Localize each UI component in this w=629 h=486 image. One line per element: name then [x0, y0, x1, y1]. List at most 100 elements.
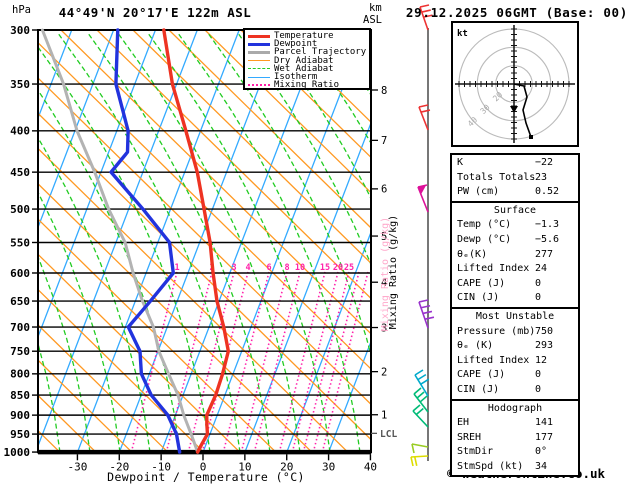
dry-adiabat-line — [168, 30, 371, 229]
table-row: Dewp (°C) −5.6 — [452, 233, 578, 248]
hodograph-trace — [513, 83, 532, 138]
legend-item-label: Isotherm — [274, 71, 318, 82]
wind-barb-stem — [417, 186, 429, 213]
pressure-tick-label: 450 — [10, 166, 30, 179]
legend-item: Mixing Ratio — [248, 81, 369, 90]
indices-table-section: Most Unstable Pressure (mb) 750 θₑ (K) 293 Li… — [450, 306, 580, 401]
table-row: StmDir 0° — [452, 445, 578, 460]
table-row-label: CAPE (J) — [457, 369, 506, 381]
km-tick-label: 8 — [381, 85, 387, 97]
table-row: θₑ (K) 293 — [452, 339, 578, 354]
km-tick-label: 1 — [381, 410, 387, 422]
table-row-value: −22 — [535, 157, 554, 168]
hodograph-trace-end-marker — [529, 135, 533, 139]
km-tick-label: 3 — [381, 322, 387, 334]
mixing-ratio-value-label: 4 — [245, 263, 250, 273]
wet-adiabat-line — [178, 33, 361, 453]
legend-item-label: Dewpoint — [274, 39, 318, 50]
parcel-curve — [40, 28, 200, 454]
temperature-axis-title: Dewpoint / Temperature (°C) — [107, 470, 305, 484]
mixing-ratio-axis-label-echo: Mixing Ratio (g/kg) — [380, 217, 391, 331]
table-row-value: 0 — [535, 383, 542, 395]
wind-barb-stem — [412, 410, 429, 428]
dry-adiabat-line — [38, 77, 371, 406]
legend-item: Isotherm — [248, 71, 369, 82]
dry-adiabat-line — [38, 218, 277, 453]
table-row-value: 0° — [535, 446, 548, 458]
wind-barb — [419, 4, 433, 31]
wind-barb-tick — [423, 14, 433, 18]
mixing-ratio-value-label: 20 — [333, 263, 343, 273]
dry-adiabat-line — [38, 147, 349, 453]
table-row: θₑ(K) 277 — [452, 248, 578, 263]
table-row-value: 177 — [535, 431, 554, 443]
table-row: Pressure (mb) 750 — [452, 325, 578, 340]
wind-barb-stem — [413, 393, 429, 413]
wind-barb-pennant — [418, 185, 427, 195]
table-row-value: 0.52 — [535, 186, 560, 198]
mixing-ratio-value-label: 6 — [266, 263, 271, 273]
wet-adiabat-line — [38, 45, 211, 453]
wind-barb-tick — [415, 407, 424, 416]
table-row-label: K — [457, 157, 464, 168]
table-row: Temp (°C) −1.3 — [452, 218, 578, 233]
table-row-value: 750 — [535, 325, 554, 337]
mixing-ratio-value-label: 10 — [295, 263, 305, 273]
legend-line-sample-solid — [248, 50, 270, 54]
table-row-label: SREH — [457, 431, 482, 443]
indices-table-section: K −22 Totals Totals 23 PW (cm) 0.52 — [450, 153, 580, 203]
wet-adiabat-line — [38, 89, 181, 453]
dry-adiabat-line — [38, 359, 133, 453]
pressure-tick-label: 500 — [10, 203, 30, 216]
table-row-value: 23 — [535, 171, 548, 183]
table-row: StmSpd (kt) 34 — [452, 460, 578, 475]
table-row-label: Pressure (mb) — [457, 325, 536, 337]
wind-barb-stem — [419, 6, 429, 31]
wind-barb — [418, 299, 435, 329]
wind-barb-tick — [410, 456, 414, 467]
wet-adiabat-line — [298, 33, 371, 145]
table-row-label: θₑ (K) — [457, 340, 494, 352]
table-row-label: CIN (J) — [457, 383, 500, 395]
dry-adiabat-line — [38, 182, 313, 453]
table-row: CIN (J) 0 — [452, 291, 578, 306]
temp-tick-label: 30 — [322, 460, 335, 473]
table-row-value: 277 — [535, 248, 554, 260]
wind-barb-tick — [420, 304, 431, 309]
wind-barb-stem — [414, 374, 429, 397]
legend-line-sample-solid — [248, 60, 270, 62]
temperature-curve — [162, 28, 231, 454]
legend-item: Dry Adiabat — [248, 56, 369, 65]
table-row: CAPE (J) 0 — [452, 368, 578, 383]
km-tick-label: 7 — [381, 135, 387, 147]
table-row: PW (cm) 0.52 — [452, 185, 578, 200]
legend-item: Dewpoint — [248, 39, 369, 50]
isotherm-line — [202, 30, 366, 453]
table-row: CIN (J) 0 — [452, 383, 578, 398]
indices-tables: K −22 Totals Totals 23 PW (cm) 0.52 Surface Tem… — [450, 153, 580, 478]
isotherm-line — [327, 339, 371, 453]
wind-barb-tick — [420, 378, 430, 385]
dry-adiabat-line — [132, 30, 371, 265]
mixing-ratio-value-label: 8 — [284, 263, 289, 273]
isotherm-line — [76, 30, 240, 453]
pressure-tick-label: 600 — [10, 267, 30, 280]
pressure-tick-label: 850 — [10, 389, 30, 402]
temp-tick-label: 0 — [200, 460, 207, 473]
table-row: EH 141 — [452, 416, 578, 431]
isotherm-line — [38, 30, 198, 448]
mixing-ratio-value-label: 15 — [320, 263, 330, 273]
dewpoint-curve — [109, 28, 182, 454]
wind-barb-tick — [413, 387, 422, 395]
legend-line-sample-solid — [248, 76, 270, 78]
hodograph-unit-label: kt — [457, 29, 468, 39]
valid-date: 29.12.2025 06GMT (Base: 00) — [405, 5, 628, 20]
table-row-label: PW (cm) — [457, 186, 500, 198]
temp-tick-label: 40 — [364, 460, 377, 473]
table-row-label: StmDir — [457, 446, 494, 458]
hodograph-storm-motion-marker — [510, 106, 518, 113]
temp-tick-label: -20 — [109, 460, 129, 473]
background-lines — [38, 30, 371, 453]
table-row-value: −5.6 — [535, 233, 560, 245]
